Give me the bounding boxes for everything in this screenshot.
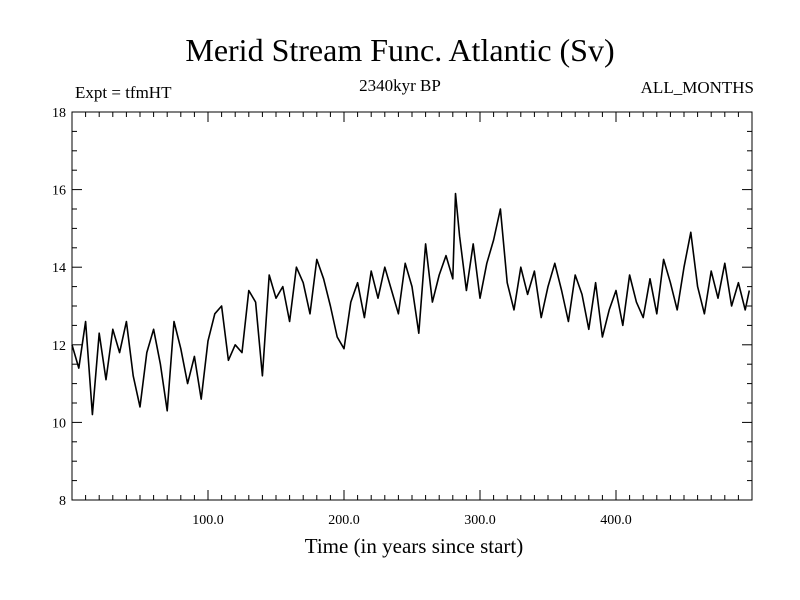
y-tick-label: 18: [52, 106, 66, 121]
y-tick-label: 10: [52, 416, 66, 431]
plot-frame: [71, 111, 753, 501]
experiment-label: Expt = tfmHT: [75, 83, 172, 102]
x-axis-label: Time (in years since start): [304, 534, 524, 558]
x-tick-label: 100.0: [192, 513, 224, 528]
period-label: 2340kyr BP: [359, 76, 441, 95]
y-tick-label: 12: [52, 339, 66, 354]
y-tick-label: 8: [59, 494, 66, 509]
series-line: [71, 192, 751, 416]
x-tick-label: 400.0: [600, 513, 632, 528]
x-tick-label: 300.0: [464, 513, 496, 528]
y-tick-label: 16: [52, 184, 66, 199]
chart-title: Merid Stream Func. Atlantic (Sv): [185, 32, 615, 68]
months-label: ALL_MONTHS: [640, 78, 754, 97]
y-tick-label: 14: [52, 261, 66, 276]
x-tick-label: 200.0: [328, 513, 360, 528]
